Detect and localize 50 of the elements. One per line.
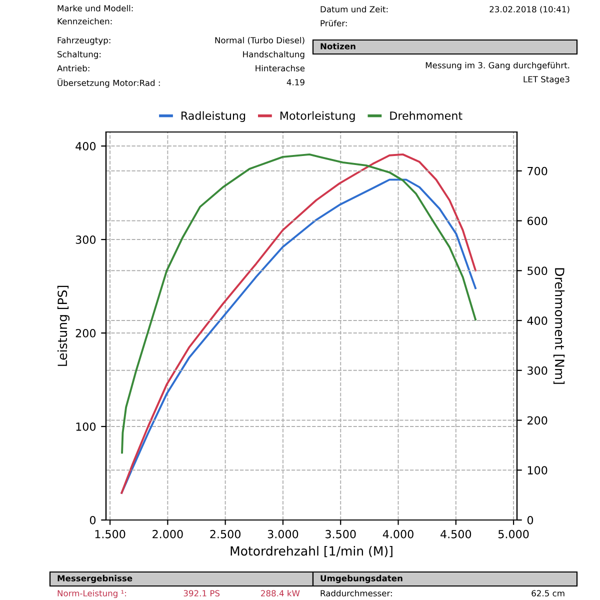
text: Kennzeichen: bbox=[58, 18, 112, 24]
legend-label: Radleistung bbox=[182, 111, 246, 122]
text: Umgebungsdaten bbox=[320, 574, 402, 584]
text: Raddurchmesser: bbox=[320, 590, 392, 596]
x-tick-label: 2.500 bbox=[210, 530, 240, 538]
text: LET Stage3 bbox=[524, 76, 570, 84]
y2-tick-label: 0 bbox=[527, 516, 534, 524]
x-tick-label: 1.500 bbox=[95, 530, 126, 538]
y2-tick-label: 400 bbox=[527, 316, 548, 325]
text: 4.19 bbox=[286, 79, 304, 86]
y-tick-label: 200 bbox=[76, 328, 96, 338]
text: Messung im 3. Gang durchgeführt. bbox=[426, 62, 570, 70]
y-tick-label: 400 bbox=[76, 142, 96, 150]
x-tick-label: 4.500 bbox=[440, 530, 472, 538]
text: 392.1 PS bbox=[184, 590, 220, 596]
text: Marke und Modell: bbox=[58, 4, 133, 12]
text: Schaltung: bbox=[58, 50, 101, 60]
y2-tick-label: 200 bbox=[528, 416, 548, 425]
legend-label: Motorleistung bbox=[280, 111, 355, 122]
y-tick-label: 300 bbox=[76, 235, 96, 244]
text: 23.02.2018 (10:41) bbox=[490, 6, 570, 14]
y2-tick-label: 500 bbox=[528, 266, 548, 276]
y2-tick-label: 100 bbox=[528, 466, 548, 475]
y2-tick-label: 700 bbox=[528, 166, 548, 176]
legend-label: Drehmoment bbox=[390, 111, 462, 120]
text: Messergebnisse bbox=[58, 574, 132, 584]
text: Übersetzung Motor:Rad : bbox=[58, 78, 160, 88]
text: Datum und Zeit: bbox=[320, 6, 388, 12]
text: Normal (Turbo Diesel) bbox=[215, 36, 304, 44]
text: 62.5 cm bbox=[532, 590, 564, 596]
text: 288.4 kW bbox=[261, 590, 300, 596]
x-axis-title: Motordrehzahl [1/min (M)] bbox=[230, 546, 392, 558]
text: Fahrzeugtyp: bbox=[58, 36, 110, 46]
text: Prüfer: bbox=[320, 20, 347, 26]
text: Antrieb: bbox=[57, 64, 90, 72]
y-tick-label: 100 bbox=[76, 422, 96, 431]
x-tick-label: 5.000 bbox=[498, 530, 529, 538]
x-tick-label: 3.500 bbox=[326, 530, 356, 538]
y-tick-label: 0 bbox=[90, 516, 96, 524]
x-tick-label: 4.000 bbox=[382, 530, 414, 538]
text: Norm-Leistung ¹: bbox=[58, 590, 126, 598]
text: Hinterachse bbox=[256, 64, 305, 72]
text: Notizen bbox=[320, 42, 356, 50]
y2-tick-label: 600 bbox=[528, 216, 548, 226]
y2-axis-title: Drehmoment [Nm] bbox=[553, 268, 565, 384]
x-tick-label: 2.000 bbox=[152, 530, 183, 538]
y2-tick-label: 300 bbox=[528, 366, 548, 375]
text: Handschaltung bbox=[243, 50, 304, 60]
x-tick-label: 3.000 bbox=[268, 530, 298, 538]
y-axis-title: Leistung [PS] bbox=[57, 286, 70, 366]
